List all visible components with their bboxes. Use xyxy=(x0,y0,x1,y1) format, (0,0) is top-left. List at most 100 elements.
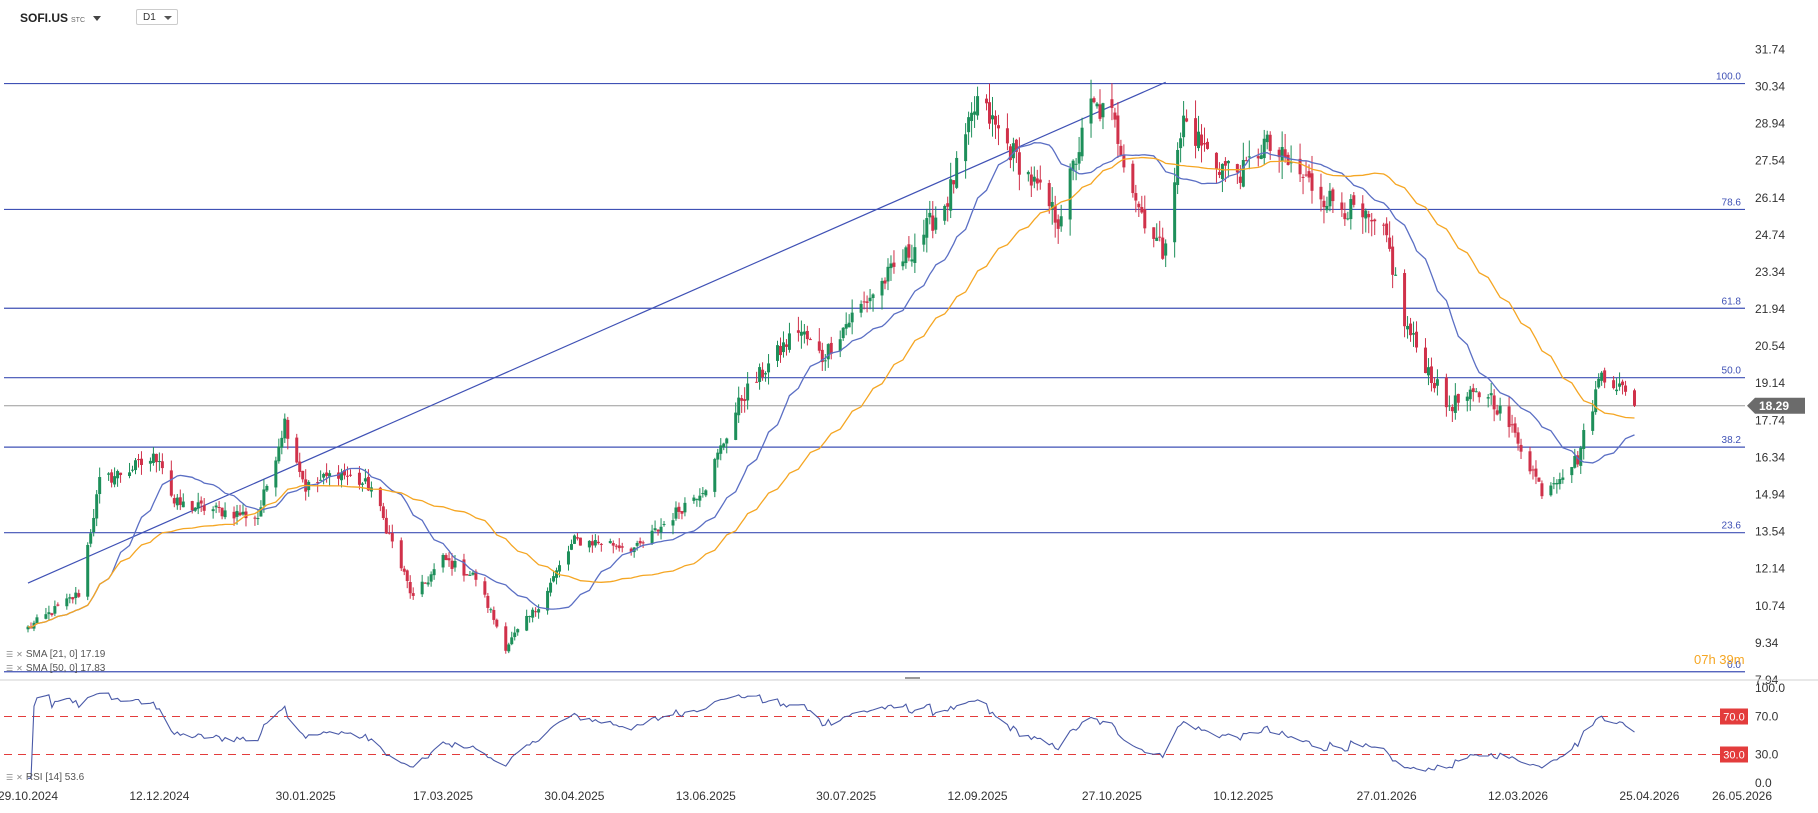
candle xyxy=(1205,138,1209,150)
candle xyxy=(817,328,821,354)
candle xyxy=(157,452,161,471)
candle-body xyxy=(220,507,224,517)
symbol-selector[interactable]: SOFI.US STC xyxy=(20,11,102,25)
candle-body xyxy=(1406,325,1410,330)
candle xyxy=(1349,194,1353,230)
candle xyxy=(402,565,406,576)
candle xyxy=(614,544,618,550)
candle-body xyxy=(450,560,454,569)
candle xyxy=(701,486,705,498)
candle xyxy=(95,490,99,527)
candle-body xyxy=(761,369,765,378)
sma50-label: SMA [50, 0] 17.83 xyxy=(25,663,106,674)
candle-body xyxy=(1047,183,1051,207)
rsi-level-box-label: 70.0 xyxy=(1723,712,1744,724)
candle xyxy=(110,469,114,488)
candle-body xyxy=(390,532,394,542)
price-tick-label: 16.34 xyxy=(1755,450,1785,464)
candle-body xyxy=(1223,161,1227,166)
candle xyxy=(319,470,323,481)
candle-body xyxy=(1077,152,1081,164)
candle xyxy=(796,316,800,342)
candle-body xyxy=(116,471,120,479)
candle-body xyxy=(235,510,239,517)
candle-body xyxy=(381,506,385,519)
candle-body xyxy=(1510,424,1514,426)
candle xyxy=(259,500,263,517)
candle xyxy=(92,509,96,537)
candle-body xyxy=(95,494,99,519)
close-icon[interactable]: ✕ xyxy=(16,773,23,782)
candle-body xyxy=(98,477,102,495)
price-tick-label: 23.34 xyxy=(1755,265,1785,279)
candle xyxy=(1489,383,1493,405)
candle xyxy=(1152,227,1156,248)
candle-body xyxy=(44,614,48,619)
candle xyxy=(967,111,971,145)
candle-body xyxy=(985,98,989,104)
legend-sma21[interactable]: ☰ ✕ SMA [21, 0] 17.19 xyxy=(6,649,105,660)
candle-body xyxy=(1558,479,1562,485)
candle-body xyxy=(280,437,284,448)
candle-body xyxy=(1098,104,1102,119)
price-axis: 31.74 30.34 28.94 27.54 26.14 24.74 23.34 21.94… xyxy=(1747,42,1805,687)
candle-body xyxy=(507,644,511,652)
candle xyxy=(119,472,123,483)
candle-body xyxy=(841,327,845,339)
candle xyxy=(674,501,678,521)
candle xyxy=(68,593,72,604)
candle xyxy=(993,110,997,139)
candle xyxy=(1179,132,1183,163)
candle xyxy=(1101,102,1105,130)
close-icon[interactable]: ✕ xyxy=(16,664,23,673)
candle-body xyxy=(1352,195,1356,205)
rsi-tick-label: 100.0 xyxy=(1755,681,1785,695)
candle xyxy=(1435,369,1439,396)
candle xyxy=(1486,393,1490,408)
interval-selector[interactable]: D1 xyxy=(136,9,178,25)
candle-body xyxy=(838,339,842,352)
candle xyxy=(286,416,290,450)
candle xyxy=(465,574,469,576)
candle-body xyxy=(620,546,624,548)
candle-body xyxy=(528,616,532,618)
candle-body xyxy=(462,559,466,576)
candle xyxy=(1361,195,1365,234)
candle-body xyxy=(1035,178,1039,184)
candle xyxy=(1098,89,1102,122)
legend-rsi[interactable]: ☰ ✕ RSI [14] 53.6 xyxy=(6,772,84,783)
candle-body xyxy=(949,179,953,211)
candle-body xyxy=(1465,396,1469,401)
candle xyxy=(996,114,1000,146)
candle-body xyxy=(1143,209,1147,229)
candle-body xyxy=(784,344,788,347)
settings-icon[interactable]: ☰ xyxy=(6,773,14,782)
candle xyxy=(1456,393,1460,411)
candle xyxy=(274,456,278,497)
candle-body xyxy=(1391,246,1395,275)
candle-body xyxy=(1591,411,1595,431)
candle xyxy=(552,570,556,583)
candle xyxy=(778,337,782,363)
candle-body xyxy=(1095,103,1099,107)
candle-body xyxy=(740,398,744,401)
candle xyxy=(1495,404,1499,416)
settings-icon[interactable]: ☰ xyxy=(6,664,14,673)
candle-body xyxy=(328,473,332,477)
candle-body xyxy=(758,367,762,382)
candle-body xyxy=(566,551,570,565)
legend-sma50[interactable]: ☰ ✕ SMA [50, 0] 17.83 xyxy=(6,663,105,674)
close-icon[interactable]: ✕ xyxy=(16,650,23,659)
candle xyxy=(510,631,514,646)
candle xyxy=(295,433,299,464)
candle xyxy=(1056,214,1060,244)
candle xyxy=(1534,460,1538,485)
candle xyxy=(1173,167,1177,258)
rsi-tick-label: 30.0 xyxy=(1755,748,1779,762)
candle-body xyxy=(829,342,833,354)
candle xyxy=(1277,147,1281,173)
candle xyxy=(340,468,344,488)
candle-body xyxy=(952,180,956,185)
settings-icon[interactable]: ☰ xyxy=(6,650,14,659)
